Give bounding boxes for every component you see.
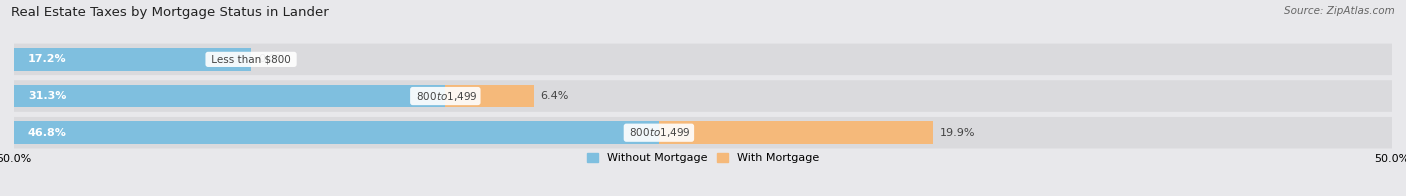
FancyBboxPatch shape (10, 80, 1396, 112)
Bar (446, 85, 533, 107)
Text: $800 to $1,499: $800 to $1,499 (626, 126, 692, 139)
Text: Less than $800: Less than $800 (208, 54, 294, 64)
Text: 31.3%: 31.3% (28, 91, 66, 101)
Text: 19.9%: 19.9% (941, 128, 976, 138)
Text: 46.8%: 46.8% (28, 128, 66, 138)
FancyBboxPatch shape (10, 117, 1396, 149)
Bar (14, 48, 252, 71)
Bar (659, 121, 934, 144)
Text: 0.0%: 0.0% (257, 54, 287, 64)
Text: 6.4%: 6.4% (540, 91, 569, 101)
Legend: Without Mortgage, With Mortgage: Without Mortgage, With Mortgage (582, 149, 824, 168)
Text: $800 to $1,499: $800 to $1,499 (413, 90, 478, 103)
Text: Source: ZipAtlas.com: Source: ZipAtlas.com (1284, 6, 1395, 16)
FancyBboxPatch shape (10, 44, 1396, 75)
Bar (14, 85, 446, 107)
Text: 17.2%: 17.2% (28, 54, 66, 64)
Bar (14, 121, 659, 144)
Text: Real Estate Taxes by Mortgage Status in Lander: Real Estate Taxes by Mortgage Status in … (11, 6, 329, 19)
